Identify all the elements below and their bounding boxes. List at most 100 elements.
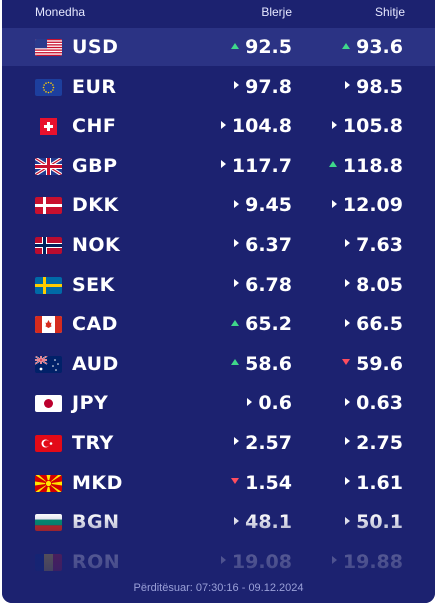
- header-buy: Blerje: [261, 5, 292, 19]
- buy-value: 1.54: [245, 471, 292, 494]
- sell-rate: 1.61: [345, 472, 403, 494]
- rate-row-nok: NOK 6.37 7.63: [2, 226, 435, 266]
- mk-flag-icon: [35, 474, 62, 492]
- currency-code: DKK: [72, 194, 119, 217]
- tr-flag-icon: [35, 434, 62, 452]
- trend-same-icon: [345, 437, 351, 446]
- currency-code: NOK: [72, 233, 121, 256]
- buy-value: 65.2: [245, 313, 292, 336]
- trend-same-icon: [345, 279, 351, 288]
- dk-flag-icon: [35, 197, 62, 215]
- buy-rate: 9.45: [234, 194, 292, 216]
- currency-code: RON: [72, 550, 121, 573]
- sell-rate: 66.5: [345, 313, 403, 335]
- buy-rate: 65.2: [231, 313, 292, 335]
- rate-row-jpy: JPY 0.6 0.63: [2, 384, 435, 424]
- trend-same-icon: [234, 516, 240, 525]
- trend-same-icon: [247, 397, 253, 406]
- sell-value: 105.8: [342, 115, 403, 138]
- rate-row-dkk: DKK 9.45 12.09: [2, 186, 435, 226]
- rate-row-aud: AUD 58.6 59.6: [2, 345, 435, 385]
- buy-rate: 6.37: [234, 234, 292, 256]
- trend-same-icon: [345, 477, 351, 486]
- bg-flag-icon: [35, 514, 62, 532]
- currency-code: CAD: [72, 313, 118, 336]
- rate-row-eur: EUR 97.8 98.5: [2, 68, 435, 108]
- currency-code: EUR: [72, 75, 117, 98]
- last-updated: Përditësuar: 07:30:16 - 09.12.2024: [133, 582, 304, 594]
- trend-same-icon: [345, 516, 351, 525]
- trend-same-icon: [234, 199, 240, 208]
- rate-row-mkd: MKD 1.54 1.61: [2, 464, 435, 504]
- buy-value: 6.37: [245, 233, 292, 256]
- buy-rate: 92.5: [231, 36, 292, 58]
- trend-same-icon: [220, 120, 226, 129]
- currency-code: TRY: [72, 431, 114, 454]
- sell-value: 8.05: [356, 273, 403, 296]
- currency-code: CHF: [72, 115, 117, 138]
- trend-same-icon: [331, 556, 337, 565]
- buy-rate: 48.1: [234, 511, 292, 533]
- trend-up-icon: [231, 359, 240, 366]
- jp-flag-icon: [35, 395, 62, 413]
- buy-rate: 104.8: [220, 115, 292, 138]
- sell-value: 118.8: [342, 154, 403, 177]
- buy-value: 58.6: [245, 352, 292, 375]
- buy-rate: 0.6: [247, 392, 292, 414]
- header-currency: Monedha: [35, 5, 86, 19]
- sell-value: 0.63: [356, 392, 403, 415]
- sell-rate: 98.5: [345, 76, 403, 98]
- trend-same-icon: [331, 120, 337, 129]
- sell-value: 7.63: [356, 233, 403, 256]
- buy-value: 104.8: [231, 115, 292, 138]
- trend-same-icon: [220, 160, 226, 169]
- rate-row-gbp: GBP 117.7 118.8: [2, 147, 435, 187]
- buy-value: 6.78: [245, 273, 292, 296]
- buy-value: 19.08: [231, 550, 292, 573]
- sell-rate: 19.88: [331, 551, 403, 573]
- ro-flag-icon: [35, 553, 62, 571]
- trend-same-icon: [234, 81, 240, 90]
- buy-rate: 1.54: [231, 472, 292, 494]
- sell-value: 66.5: [356, 313, 403, 336]
- rate-row-try: TRY 2.57 2.75: [2, 424, 435, 464]
- sell-rate: 0.63: [345, 392, 403, 414]
- buy-value: 117.7: [231, 154, 292, 177]
- buy-value: 48.1: [245, 511, 292, 534]
- trend-same-icon: [234, 437, 240, 446]
- trend-same-icon: [220, 556, 226, 565]
- sell-rate: 8.05: [345, 274, 403, 296]
- trend-same-icon: [234, 239, 240, 248]
- sell-rate: 118.8: [328, 154, 403, 177]
- buy-value: 0.6: [258, 392, 292, 415]
- currency-code: BGN: [72, 511, 120, 534]
- trend-same-icon: [345, 397, 351, 406]
- buy-rate: 97.8: [234, 76, 292, 98]
- sell-value: 12.09: [342, 194, 403, 217]
- sell-value: 1.61: [356, 471, 403, 494]
- trend-same-icon: [331, 199, 337, 208]
- buy-value: 9.45: [245, 194, 292, 217]
- trend-same-icon: [234, 279, 240, 288]
- sell-value: 59.6: [356, 352, 403, 375]
- ca-flag-icon: [35, 316, 62, 334]
- buy-rate: 2.57: [234, 432, 292, 454]
- rate-row-chf: CHF 104.8 105.8: [2, 107, 435, 147]
- sell-rate: 12.09: [331, 194, 403, 217]
- rate-row-sek: SEK 6.78 8.05: [2, 266, 435, 306]
- sell-rate: 50.1: [345, 511, 403, 533]
- sell-value: 2.75: [356, 431, 403, 454]
- trend-down-icon: [231, 478, 240, 485]
- no-flag-icon: [35, 236, 62, 254]
- sell-rate: 59.6: [342, 353, 403, 375]
- sell-rate: 7.63: [345, 234, 403, 256]
- rates-list: USD 92.5 93.6 EUR 97.8 98.5 CHF 104.8 105.8 GBP 11…: [2, 28, 435, 582]
- buy-rate: 6.78: [234, 274, 292, 296]
- ch-flag-icon: [35, 118, 62, 136]
- us-flag-icon: [35, 39, 62, 56]
- buy-rate: 117.7: [220, 154, 292, 177]
- rate-row-ron: RON 19.08 19.88: [2, 543, 435, 583]
- rate-row-bgn: BGN 48.1 50.1: [2, 503, 435, 543]
- currency-code: GBP: [72, 154, 118, 177]
